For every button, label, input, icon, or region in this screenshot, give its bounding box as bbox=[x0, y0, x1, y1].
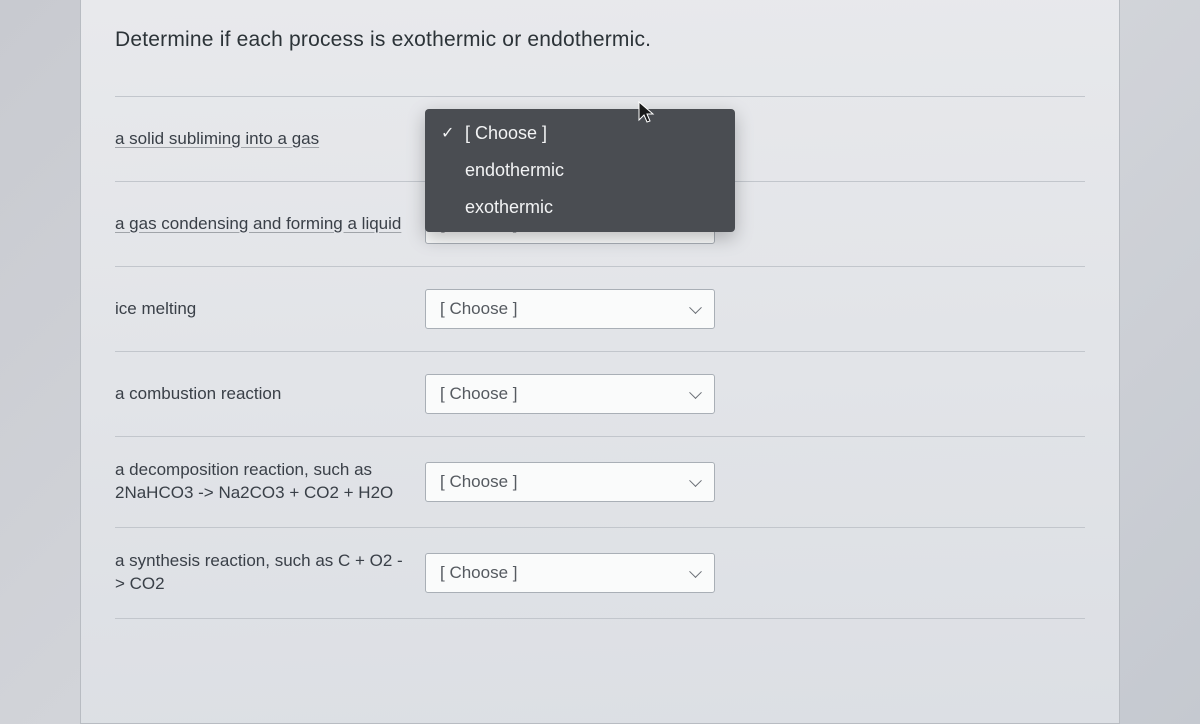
row-label: a decomposition reaction, such as 2NaHCO… bbox=[115, 459, 425, 505]
answer-select[interactable]: [ Choose ] bbox=[425, 289, 715, 329]
select-value: [ Choose ] bbox=[440, 563, 518, 583]
matching-row: ice melting [ Choose ] bbox=[115, 266, 1085, 351]
dropdown-option-endothermic[interactable]: endothermic bbox=[425, 152, 735, 189]
row-label: ice melting bbox=[115, 298, 425, 321]
dropdown-option-choose[interactable]: [ Choose ] bbox=[425, 115, 735, 152]
row-label: a combustion reaction bbox=[115, 383, 425, 406]
answer-select[interactable]: [ Choose ] bbox=[425, 553, 715, 593]
row-label: a gas condensing and forming a liquid bbox=[115, 213, 425, 236]
select-wrap: [ Choose ] [ Choose ] endothermic exothe… bbox=[425, 119, 715, 159]
matching-row: a decomposition reaction, such as 2NaHCO… bbox=[115, 436, 1085, 527]
select-wrap: [ Choose ] bbox=[425, 462, 715, 502]
question-panel: Determine if each process is exothermic … bbox=[80, 0, 1120, 724]
answer-select[interactable]: [ Choose ] bbox=[425, 374, 715, 414]
select-value: [ Choose ] bbox=[440, 472, 518, 492]
matching-row: a combustion reaction [ Choose ] bbox=[115, 351, 1085, 436]
dropdown-menu: [ Choose ] endothermic exothermic bbox=[425, 109, 735, 232]
dropdown-option-exothermic[interactable]: exothermic bbox=[425, 189, 735, 226]
question-prompt: Determine if each process is exothermic … bbox=[115, 28, 1085, 52]
select-wrap: [ Choose ] bbox=[425, 553, 715, 593]
select-value: [ Choose ] bbox=[440, 384, 518, 404]
row-label: a solid subliming into a gas bbox=[115, 128, 425, 151]
matching-row: a solid subliming into a gas [ Choose ] … bbox=[115, 96, 1085, 181]
row-label: a synthesis reaction, such as C + O2 -> … bbox=[115, 550, 425, 596]
matching-row: a synthesis reaction, such as C + O2 -> … bbox=[115, 527, 1085, 619]
select-value: [ Choose ] bbox=[440, 299, 518, 319]
answer-select[interactable]: [ Choose ] bbox=[425, 462, 715, 502]
select-wrap: [ Choose ] bbox=[425, 289, 715, 329]
select-wrap: [ Choose ] bbox=[425, 374, 715, 414]
